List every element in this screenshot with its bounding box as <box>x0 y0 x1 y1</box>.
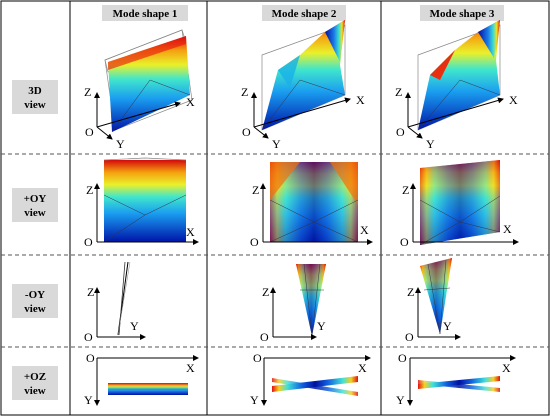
svg-text:Z: Z <box>84 85 91 99</box>
svg-text:Z: Z <box>402 183 409 197</box>
svg-text:Y: Y <box>443 319 452 333</box>
mode2-minus-oy-axes: Z Y O <box>260 285 326 344</box>
svg-text:view: view <box>24 303 45 315</box>
svg-text:view: view <box>24 207 45 219</box>
mode1-minus-oy-view: Z Y O <box>84 261 146 344</box>
svg-text:X: X <box>186 225 195 239</box>
mode2-3d-axes: Z X Y O <box>241 85 365 151</box>
mode2-minus-oy-view: Z Y O <box>260 263 326 344</box>
mode3-3d-view: Z X Y O <box>395 20 518 151</box>
svg-text:-OY: -OY <box>25 289 45 301</box>
svg-text:3D: 3D <box>28 85 42 97</box>
mode2-plus-oy-axes: Z X O <box>250 183 373 249</box>
svg-text:X: X <box>356 93 365 107</box>
row-label-plus-oz: +OZ view <box>12 366 58 400</box>
svg-text:Mode shape 1: Mode shape 1 <box>113 8 178 20</box>
mode1-plus-oy-axes: Z X O <box>84 183 199 249</box>
svg-text:X: X <box>503 222 512 236</box>
mode1-plus-oz-view: O X Y <box>84 351 199 407</box>
svg-text:O: O <box>84 235 93 249</box>
row-label-3d: 3D view <box>12 80 58 114</box>
svg-text:X: X <box>358 361 367 375</box>
svg-text:X: X <box>360 223 369 237</box>
svg-text:Y: Y <box>250 393 259 407</box>
mode3-plus-oy-axes: Z X O <box>400 183 519 249</box>
svg-text:view: view <box>24 99 45 111</box>
mode1-plus-oz-axes: O X Y <box>84 351 199 407</box>
svg-text:O: O <box>405 330 414 344</box>
svg-text:O: O <box>396 125 405 139</box>
mode3-plus-oy-view: Z X O <box>400 160 519 249</box>
svg-text:Y: Y <box>130 319 139 333</box>
svg-text:Y: Y <box>317 319 326 333</box>
svg-text:Z: Z <box>252 183 259 197</box>
mode3-plus-oz-view: O X Y <box>396 351 516 407</box>
mode2-plus-oz-axes: O X Y <box>250 351 371 407</box>
svg-text:Mode shape 3: Mode shape 3 <box>430 8 495 20</box>
svg-text:X: X <box>509 93 518 107</box>
mode2-plus-oy-view: Z X O <box>250 162 373 249</box>
mode1-3d-axes: Z X Y O <box>84 85 195 151</box>
svg-text:Y: Y <box>116 137 125 151</box>
svg-text:Z: Z <box>262 285 269 299</box>
svg-text:Z: Z <box>241 85 248 99</box>
svg-text:O: O <box>260 330 269 344</box>
mode2-3d-view: Z X Y O <box>241 20 365 151</box>
svg-text:O: O <box>84 330 93 344</box>
svg-text:Z: Z <box>87 285 94 299</box>
svg-text:X: X <box>186 95 195 109</box>
row-label-plus-oy: +OY view <box>12 188 58 222</box>
svg-text:O: O <box>85 125 94 139</box>
svg-text:X: X <box>186 361 195 375</box>
svg-text:O: O <box>242 125 251 139</box>
mode1-plus-oy-view: Z X O <box>84 157 199 249</box>
mode3-3d-axes: Z X Y O <box>395 85 518 151</box>
svg-text:O: O <box>250 235 259 249</box>
header-mode-1: Mode shape 1 <box>102 5 188 21</box>
svg-text:Mode shape 2: Mode shape 2 <box>272 8 337 20</box>
row-label-minus-oy: -OY view <box>12 284 58 318</box>
svg-text:O: O <box>398 351 407 365</box>
header-mode-2: Mode shape 2 <box>262 5 346 21</box>
svg-text:+OY: +OY <box>24 193 47 205</box>
mode1-minus-oy-axes: Z Y O <box>84 285 146 344</box>
svg-text:Y: Y <box>272 137 281 151</box>
mode3-minus-oy-view: Z Y O <box>405 258 461 344</box>
svg-text:+OZ: +OZ <box>24 371 46 383</box>
mode2-plus-oz-view: O X Y <box>250 351 371 407</box>
mode1-3d-view: Z X Y O <box>84 29 195 151</box>
header-mode-3: Mode shape 3 <box>420 5 504 21</box>
mode3-minus-oy-axes: Z Y O <box>405 285 461 344</box>
svg-text:X: X <box>502 361 511 375</box>
svg-text:Y: Y <box>426 137 435 151</box>
svg-text:Z: Z <box>395 85 402 99</box>
svg-text:O: O <box>86 351 95 365</box>
svg-text:Z: Z <box>407 285 414 299</box>
mode3-plus-oz-axes: O X Y <box>396 351 516 407</box>
svg-text:Y: Y <box>84 393 93 407</box>
svg-text:Y: Y <box>396 393 405 407</box>
svg-text:Z: Z <box>86 183 93 197</box>
svg-text:O: O <box>253 351 262 365</box>
svg-text:O: O <box>400 235 409 249</box>
svg-text:view: view <box>24 385 45 397</box>
